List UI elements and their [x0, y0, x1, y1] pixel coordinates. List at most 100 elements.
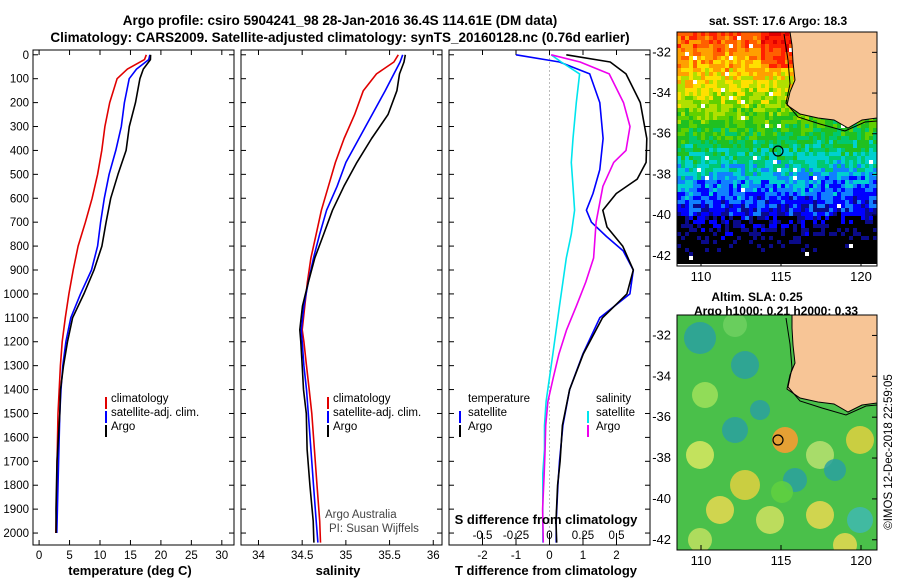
sst-pixel [737, 168, 741, 172]
sst-pixel [781, 248, 785, 252]
sst-pixel [677, 104, 681, 108]
sst-pixel [837, 212, 841, 216]
sst-pixel [745, 160, 749, 164]
sst-pixel [685, 216, 689, 220]
sst-pixel [825, 196, 829, 200]
sst-pixel [693, 36, 697, 40]
sst-pixel [837, 240, 841, 244]
sst-pixel [761, 40, 765, 44]
sst-pixel [709, 192, 713, 196]
legend-label-t-satellite: satellite [468, 407, 507, 419]
sst-pixel [789, 40, 793, 44]
sst-pixel [685, 176, 689, 180]
sst-pixel [861, 132, 865, 136]
sst-pixel [725, 252, 729, 256]
sst-pixel [733, 32, 737, 36]
sst-pixel [869, 196, 873, 200]
sst-pixel [689, 172, 693, 176]
sst-pixel [725, 164, 729, 168]
sst-pixel [869, 160, 873, 164]
sst-pixel [861, 248, 865, 252]
sst-pixel [777, 52, 781, 56]
sst-pixel [805, 204, 809, 208]
sst-pixel [729, 232, 733, 236]
sst-pixel [689, 196, 693, 200]
sst-pixel [785, 72, 789, 76]
sst-pixel [741, 192, 745, 196]
sst-pixel [777, 100, 781, 104]
sst-pixel [841, 124, 845, 128]
sst-pixel [733, 156, 737, 160]
sst-pixel [833, 228, 837, 232]
sst-pixel [809, 244, 813, 248]
sst-pixel [701, 192, 705, 196]
sst-pixel [805, 232, 809, 236]
sst-pixel [689, 252, 693, 256]
sst-pixel [813, 144, 817, 148]
sst-pixel [709, 136, 713, 140]
sst-pixel [853, 192, 857, 196]
sst-pixel [857, 212, 861, 216]
sst-pixel [769, 164, 773, 168]
sst-pixel [717, 100, 721, 104]
sst-pixel [697, 232, 701, 236]
sst-pixel [737, 48, 741, 52]
sst-pixel [733, 136, 737, 140]
sst-pixel [697, 136, 701, 140]
sst-pixel [745, 140, 749, 144]
sst-pixel [837, 176, 841, 180]
sst-pixel [685, 240, 689, 244]
sst-pixel [693, 260, 697, 264]
sst-pixel [737, 88, 741, 92]
sst-pixel [801, 136, 805, 140]
sst-pixel [797, 188, 801, 192]
sst-pixel [737, 164, 741, 168]
sst-pixel [693, 72, 697, 76]
sst-pixel [717, 204, 721, 208]
sst-pixel [797, 124, 801, 128]
sst-pixel [765, 184, 769, 188]
sst-pixel [825, 152, 829, 156]
series-line-climatology [301, 54, 399, 543]
sst-pixel [785, 196, 789, 200]
sst-pixel [761, 236, 765, 240]
sst-pixel [817, 248, 821, 252]
sst-pixel [737, 112, 741, 116]
sst-pixel [737, 224, 741, 228]
sst-pixel [705, 256, 709, 260]
sst-pixel [853, 164, 857, 168]
sst-pixel [761, 184, 765, 188]
sst-pixel [841, 136, 845, 140]
sst-pixel [809, 252, 813, 256]
sst-pixel [865, 164, 869, 168]
sst-pixel [761, 76, 765, 80]
sst-pixel [773, 136, 777, 140]
sst-pixel [725, 88, 729, 92]
sst-pixel [709, 220, 713, 224]
sla-blob [771, 481, 793, 503]
sst-pixel [705, 184, 709, 188]
sst-pixel [741, 196, 745, 200]
sst-pixel [709, 64, 713, 68]
sst-pixel [733, 108, 737, 112]
sst-pixel [765, 40, 769, 44]
sst-pixel [765, 180, 769, 184]
legend-label-s-satellite: satellite [596, 407, 635, 419]
sst-pixel [741, 124, 745, 128]
sst-pixel [697, 96, 701, 100]
sst-pixel [741, 256, 745, 260]
sst-pixel [697, 260, 701, 264]
sst-pixel [681, 248, 685, 252]
sst-pixel [785, 112, 789, 116]
sst-pixel [745, 64, 749, 68]
sst-pixel [685, 220, 689, 224]
sst-pixel [789, 116, 793, 120]
sst-pixel [793, 232, 797, 236]
sst-pixel [725, 232, 729, 236]
sst-pixel [869, 208, 873, 212]
sst-pixel [781, 156, 785, 160]
sst-pixel [781, 140, 785, 144]
sst-pixel [745, 132, 749, 136]
sst-pixel [797, 180, 801, 184]
sst-pixel [697, 72, 701, 76]
